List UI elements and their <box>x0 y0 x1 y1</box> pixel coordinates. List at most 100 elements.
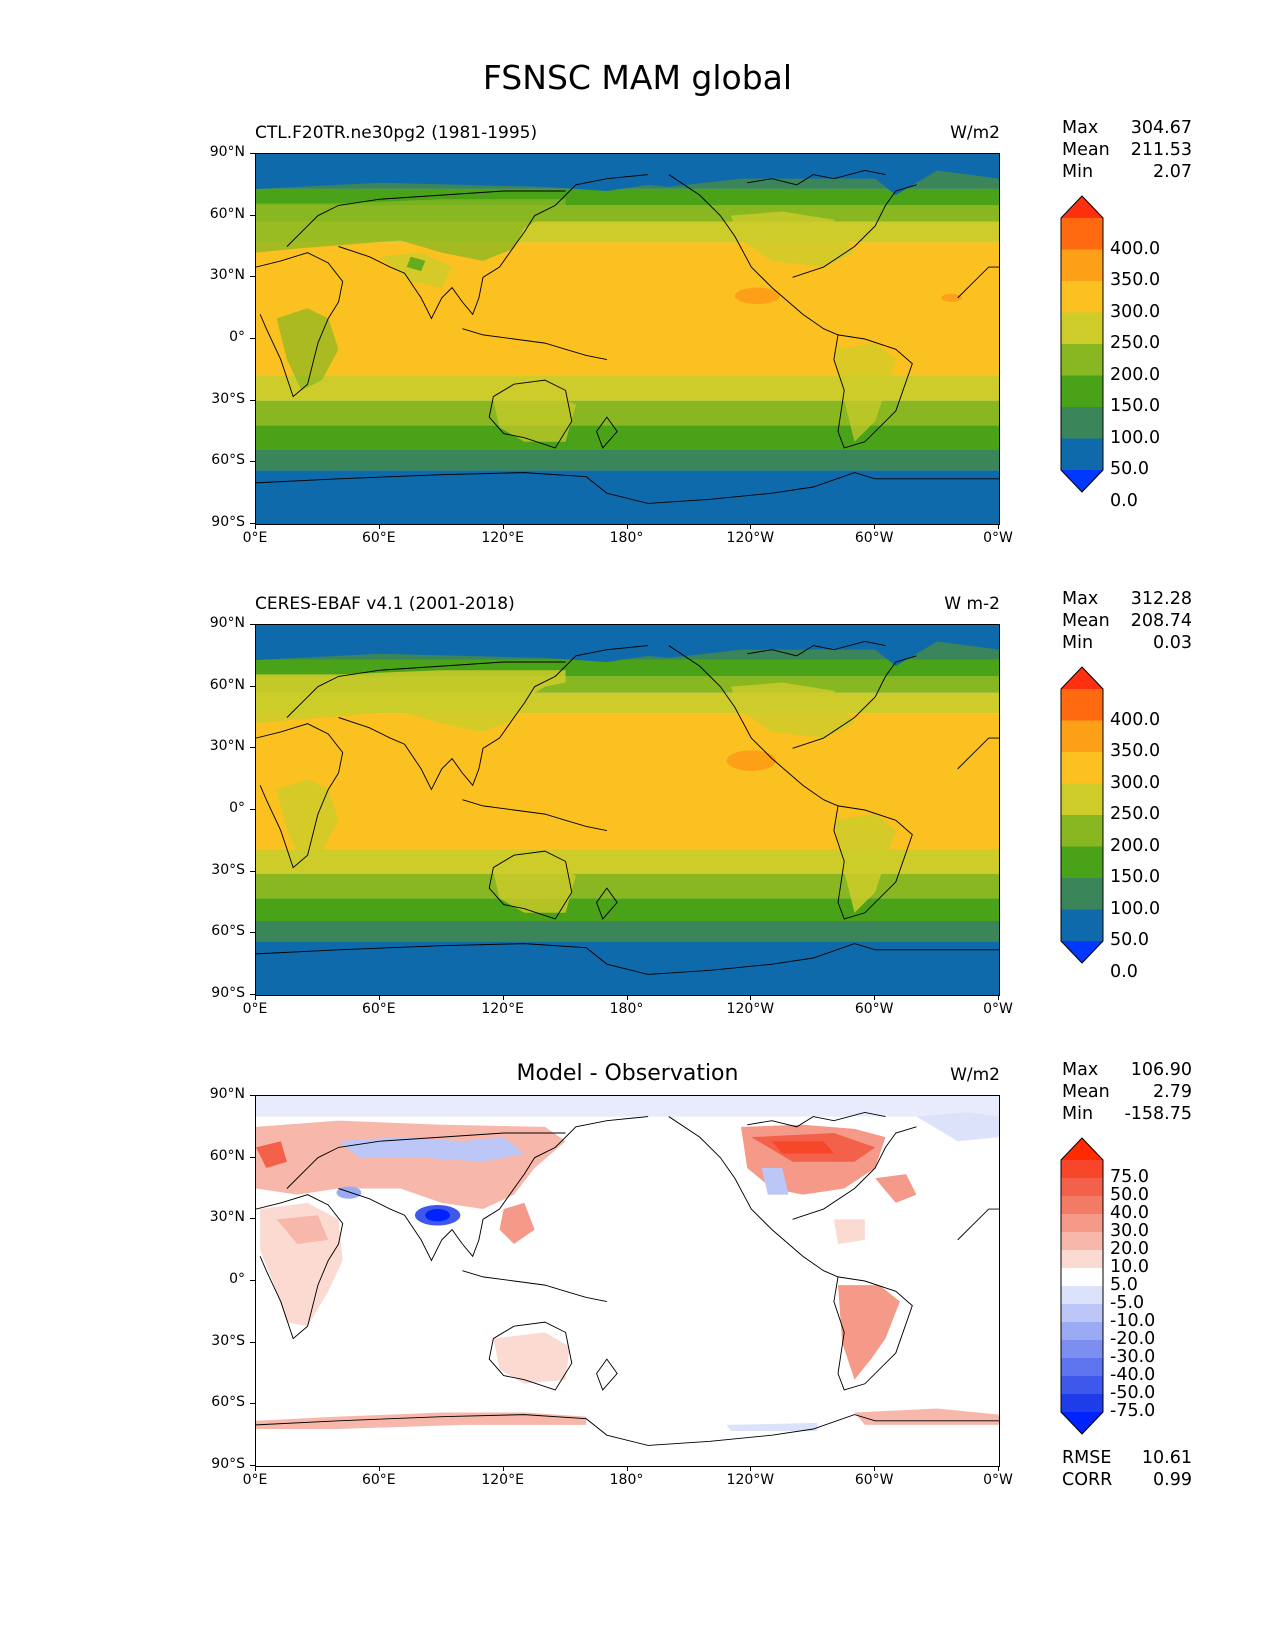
lat-tick-mark <box>250 870 255 872</box>
colorbar-tick-label: -40.0 <box>1110 1365 1156 1385</box>
colorbar-tick-label: 150.0 <box>1110 396 1161 416</box>
lat-tick-label: 30°S <box>211 390 245 407</box>
figure-title: FSNSC MAM global <box>482 58 793 97</box>
lat-tick-label: 90°S <box>211 985 245 1001</box>
lat-tick-label: 90°N <box>209 1086 245 1102</box>
lat-tick-label: 90°N <box>209 615 245 631</box>
colorbar-tick-label: -20.0 <box>1110 1329 1156 1349</box>
stat-row: Max 312.28 <box>1062 588 1192 610</box>
lon-tick-mark <box>750 995 752 1000</box>
colorbar-segment <box>1061 1268 1103 1287</box>
lon-tick-label: 120°E <box>481 1001 524 1017</box>
lon-tick-mark <box>874 524 876 529</box>
lat-tick-label: 30°N <box>209 1209 245 1226</box>
colorbar-segment <box>1061 344 1103 376</box>
lon-tick-label: 0°W <box>983 1472 1013 1488</box>
stat-row: RMSE 10.61 <box>1062 1447 1192 1469</box>
colorbar-tick-label: 250.0 <box>1110 804 1161 824</box>
lon-tick-mark <box>378 524 380 529</box>
rmse-corr-block: RMSE 10.61 CORR 0.99 <box>1062 1447 1192 1491</box>
stat-value: 211.53 <box>1130 140 1192 160</box>
colorbar-graphic <box>1060 195 1104 493</box>
colorbar-segment <box>1061 1160 1103 1179</box>
stat-value: 2.79 <box>1153 1082 1192 1102</box>
colorbar-tick-label: 250.0 <box>1110 333 1161 353</box>
lon-tick-mark <box>874 1466 876 1471</box>
lon-tick-label: 120°E <box>481 530 524 546</box>
colorbar-segment <box>1061 878 1103 910</box>
stat-value: 304.67 <box>1130 118 1192 138</box>
colorbar-tick-label: 40.0 <box>1110 1203 1149 1223</box>
lon-tick-label: 60°E <box>361 1472 396 1488</box>
lat-tick-mark <box>250 747 255 749</box>
lon-tick-label: 120°W <box>726 1001 775 1017</box>
lon-tick-label: 180° <box>609 530 644 546</box>
stats-block: Max 312.28 Mean 208.74 Min 0.03 <box>1062 588 1192 654</box>
colorbar-tick-label: 300.0 <box>1110 301 1161 322</box>
lat-tick-mark <box>250 1341 255 1343</box>
lat-tick-mark <box>250 1218 255 1220</box>
lat-tick-label: 30°S <box>211 861 245 878</box>
stat-label: CORR <box>1062 1470 1113 1490</box>
observation-panel: CERES-EBAF v4.1 (2001-2018) W m-2 <box>210 594 1013 1017</box>
lon-tick-label: 0°E <box>242 530 268 546</box>
stat-value: 2.07 <box>1153 162 1192 182</box>
colorbar-segment <box>1061 689 1103 721</box>
stat-label: Mean <box>1062 140 1110 160</box>
lon-tick-label: 120°E <box>481 1472 524 1488</box>
lat-tick-label: 60°S <box>211 1394 245 1411</box>
lon-tick-mark <box>998 1466 999 1471</box>
lon-tick-mark <box>626 524 628 529</box>
model-panel: CTL.F20TR.ne30pg2 (1981-1995) W/m2 <box>210 123 1013 546</box>
colorbar-tick-label: 200.0 <box>1110 835 1161 856</box>
lon-tick-label: 60°W <box>854 1001 894 1017</box>
colorbar-segment <box>1061 1304 1103 1323</box>
colorbar-tick-label: 100.0 <box>1110 427 1161 448</box>
lat-tick-mark <box>250 1465 255 1466</box>
colorbar-segment <box>1061 846 1103 879</box>
colorbar-segment <box>1061 720 1103 753</box>
colorbar-segment <box>1061 1178 1103 1197</box>
lon-tick-mark <box>378 995 380 1000</box>
lat-tick-mark <box>250 214 255 216</box>
lat-tick-mark <box>250 809 255 810</box>
lat-tick-label: 90°N <box>209 144 245 160</box>
lat-tick-mark <box>250 1280 255 1281</box>
stat-label: Mean <box>1062 611 1110 631</box>
stat-row: Max 304.67 <box>1062 117 1192 139</box>
colorbar-segment <box>1061 1322 1103 1341</box>
colorbar-segment <box>1061 1358 1103 1377</box>
lon-tick-mark <box>874 995 876 1000</box>
lat-tick-label: 0° <box>229 329 245 345</box>
colorbar-segment <box>1061 249 1103 282</box>
lon-tick-mark <box>998 524 999 529</box>
colorbar-tick-label: 50.0 <box>1110 930 1149 950</box>
lon-tick-label: 60°E <box>361 530 396 546</box>
lat-tick-label: 60°N <box>209 205 245 222</box>
lon-tick-mark <box>750 1466 752 1471</box>
stat-row: Mean 211.53 <box>1062 139 1192 161</box>
lon-tick-label: 0°W <box>983 1001 1013 1017</box>
stat-row: Max 106.90 <box>1062 1059 1192 1081</box>
stat-row: Min 2.07 <box>1062 161 1192 183</box>
colorbar-segment <box>1061 375 1103 408</box>
lat-tick-label: 60°S <box>211 452 245 469</box>
stat-label: Min <box>1062 162 1094 182</box>
stat-label: Max <box>1062 589 1099 609</box>
stat-value: -158.75 <box>1124 1104 1192 1124</box>
panel-units: W/m2 <box>950 1065 1000 1085</box>
colorbar-tick-label: 10.0 <box>1110 1257 1149 1277</box>
stat-value: 10.61 <box>1141 1448 1192 1468</box>
lat-tick-mark <box>250 994 255 995</box>
lat-tick-label: 90°S <box>211 1456 245 1472</box>
colorbar-segment <box>1061 1340 1103 1359</box>
colorbar-tick-label: -10.0 <box>1110 1311 1156 1331</box>
stat-label: Min <box>1062 1104 1094 1124</box>
colorbar-segment <box>1061 1286 1103 1305</box>
colorbar-segment <box>1061 1232 1103 1251</box>
stat-value: 0.03 <box>1153 633 1192 653</box>
lat-tick-label: 60°N <box>209 676 245 693</box>
lon-tick-label: 0°E <box>242 1472 268 1488</box>
lon-tick-mark <box>378 1466 380 1471</box>
panel-units: W/m2 <box>950 123 1000 143</box>
